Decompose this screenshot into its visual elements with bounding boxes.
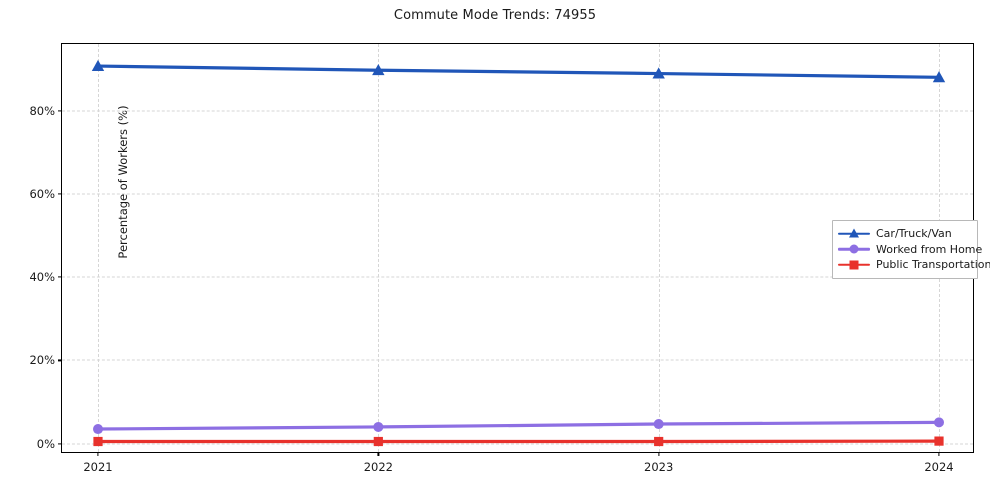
series-worked-from-home xyxy=(93,417,944,435)
y-tick-label: 20% xyxy=(29,353,55,368)
y-tick-mark xyxy=(58,193,62,195)
series-line xyxy=(96,420,941,431)
x-tick-label: 2023 xyxy=(644,460,674,474)
data-point-marker xyxy=(653,419,664,430)
y-gridline xyxy=(62,443,973,445)
y-gridline xyxy=(62,276,973,278)
y-tick-label: 40% xyxy=(29,270,55,285)
data-point-marker xyxy=(91,59,105,72)
data-point-marker xyxy=(93,436,103,447)
data-point-marker xyxy=(654,436,664,447)
data-point-marker xyxy=(93,424,103,435)
data-point-marker xyxy=(934,436,944,446)
legend-marker-triangle-icon xyxy=(849,228,859,238)
series-car-truck-van xyxy=(91,59,946,83)
legend-label: Car/Truck/Van xyxy=(876,227,952,241)
series-public-transportation xyxy=(93,436,944,447)
legend-marker-circle-icon xyxy=(849,244,859,254)
legend-marker-square-icon xyxy=(849,260,859,270)
legend-item[interactable]: Worked from Home xyxy=(838,242,982,258)
data-point-marker xyxy=(932,71,946,83)
data-point-marker xyxy=(373,436,383,447)
legend-label: Public Transportation xyxy=(876,258,990,272)
y-tick-label: 60% xyxy=(29,186,55,201)
data-point-marker xyxy=(934,417,944,428)
chart-legend: Car/Truck/Van Worked from Home Public Tran… xyxy=(832,220,990,279)
x-tick-label: 2024 xyxy=(924,460,954,474)
y-tick-mark xyxy=(58,276,62,278)
legend-label: Worked from Home xyxy=(876,242,983,256)
y-tick-mark xyxy=(58,359,62,361)
y-tick-mark xyxy=(58,443,62,445)
y-gridline xyxy=(62,359,973,361)
x-tick-mark xyxy=(97,452,99,456)
series-line xyxy=(96,64,941,79)
x-gridline xyxy=(658,44,660,452)
chart-title: Commute Mode Trends: 74955 xyxy=(393,8,597,23)
x-tick-label: 2022 xyxy=(363,460,393,474)
y-tick-label: 80% xyxy=(29,103,55,118)
y-tick-mark xyxy=(58,110,62,112)
y-tick-label: 0% xyxy=(36,436,55,451)
x-tick-mark xyxy=(377,452,379,456)
plot-area: Percentage of Workers (%) 0% 20% 40% 60% 80%… xyxy=(29,43,974,474)
legend-swatch xyxy=(838,258,870,272)
data-point-marker xyxy=(373,421,384,432)
x-tick-mark xyxy=(658,452,660,456)
data-point-marker xyxy=(372,64,385,76)
x-gridline xyxy=(378,44,380,452)
x-gridline xyxy=(98,44,99,452)
x-tick-label: 2021 xyxy=(83,460,113,474)
legend-item[interactable]: Car/Truck/Van xyxy=(838,226,971,242)
series-layer xyxy=(91,59,946,447)
legend-swatch xyxy=(838,227,870,241)
data-point-marker xyxy=(652,67,665,79)
legend-item[interactable]: Public Transportation xyxy=(838,257,990,273)
legend-swatch xyxy=(838,242,870,256)
y-gridline xyxy=(62,193,973,195)
y-gridline xyxy=(62,110,973,112)
x-tick-mark xyxy=(938,452,940,456)
